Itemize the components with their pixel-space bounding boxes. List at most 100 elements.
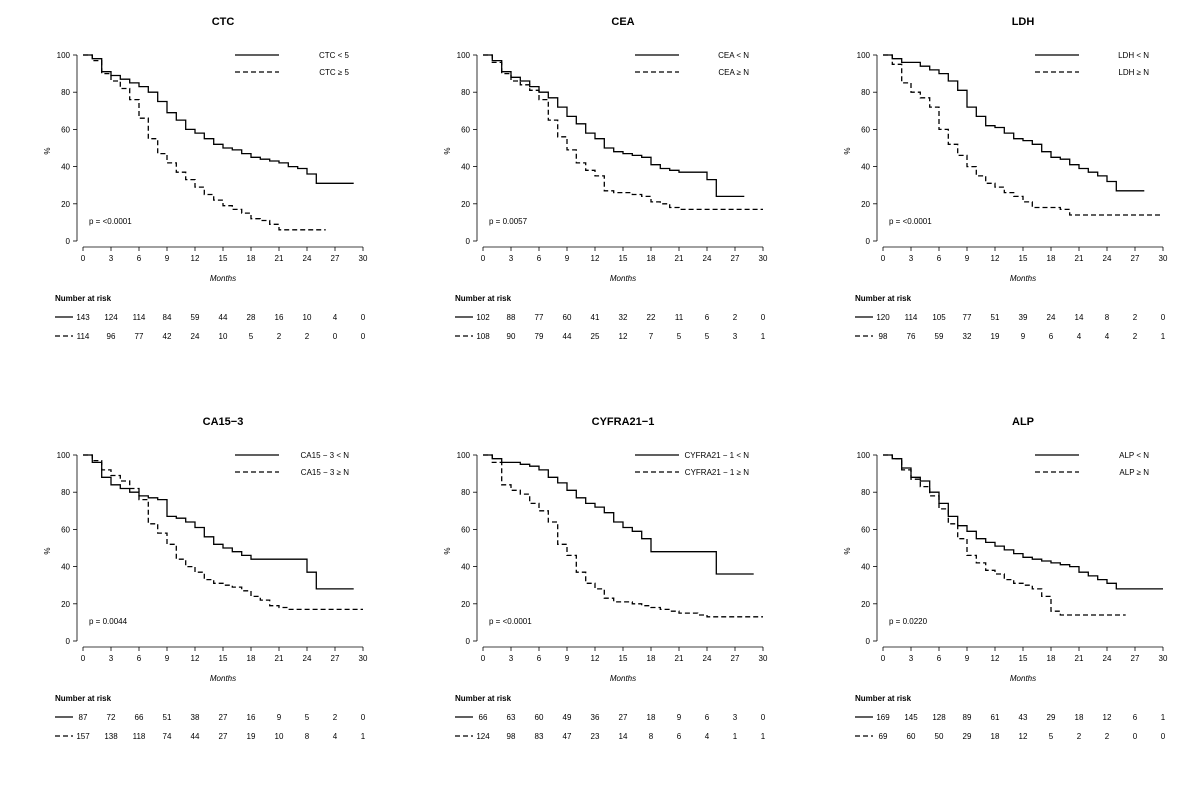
risk-count: 6 [1049, 332, 1054, 341]
risk-count: 98 [879, 332, 888, 341]
risk-count: 0 [361, 332, 366, 341]
risk-count: 96 [107, 332, 116, 341]
x-tick-label: 18 [247, 654, 256, 663]
x-tick-label: 3 [909, 254, 914, 263]
risk-count: 90 [507, 332, 516, 341]
x-tick-label: 6 [137, 654, 142, 663]
risk-count: 5 [305, 713, 310, 722]
risk-count: 4 [1105, 332, 1110, 341]
y-tick-label: 0 [466, 237, 471, 246]
legend-entry: CTC ≥ 5 [319, 68, 349, 77]
y-tick-label: 100 [457, 51, 471, 60]
p-value-annotation: p = <0.0001 [889, 217, 932, 226]
risk-count: 47 [563, 732, 572, 741]
x-tick-label: 12 [991, 254, 1000, 263]
risk-count: 59 [191, 313, 200, 322]
x-tick-label: 30 [759, 254, 768, 263]
x-tick-label: 9 [165, 654, 170, 663]
x-tick-label: 18 [647, 654, 656, 663]
risk-count: 7 [649, 332, 654, 341]
p-value-annotation: p = 0.0220 [889, 617, 928, 626]
risk-count: 59 [935, 332, 944, 341]
risk-count: 66 [479, 713, 488, 722]
x-tick-label: 24 [303, 254, 312, 263]
x-tick-label: 12 [991, 654, 1000, 663]
y-tick-label: 20 [461, 200, 470, 209]
risk-count: 4 [705, 732, 710, 741]
risk-count: 44 [191, 732, 200, 741]
x-tick-label: 3 [109, 254, 114, 263]
km-curve-high [483, 54, 763, 211]
x-axis-label: Months [610, 674, 636, 683]
risk-count: 79 [535, 332, 544, 341]
risk-count: 0 [1133, 732, 1138, 741]
legend-entry: CYFRA21 − 1 < N [685, 451, 750, 460]
risk-count: 4 [1077, 332, 1082, 341]
y-tick-label: 0 [866, 237, 871, 246]
risk-count: 1 [1161, 713, 1166, 722]
risk-count: 1 [761, 332, 766, 341]
legend-entry: CEA ≥ N [718, 68, 749, 77]
risk-count: 118 [133, 732, 146, 741]
x-tick-label: 6 [937, 254, 942, 263]
risk-count: 18 [991, 732, 1000, 741]
x-tick-label: 0 [881, 254, 886, 263]
risk-count: 5 [677, 332, 682, 341]
x-tick-label: 21 [275, 254, 284, 263]
risk-count: 10 [303, 313, 312, 322]
chart-title: LDH [1012, 16, 1035, 28]
legend-entry: CEA < N [718, 51, 749, 60]
risk-count: 41 [591, 313, 600, 322]
risk-count: 4 [333, 313, 338, 322]
risk-count: 0 [361, 313, 366, 322]
x-tick-label: 0 [481, 254, 486, 263]
x-tick-label: 9 [565, 254, 570, 263]
x-tick-label: 15 [219, 654, 228, 663]
x-tick-label: 18 [1047, 254, 1056, 263]
risk-count: 44 [563, 332, 572, 341]
risk-count: 8 [305, 732, 310, 741]
y-tick-label: 60 [61, 125, 70, 134]
chart-title: CYFRA21−1 [592, 416, 655, 428]
x-tick-label: 18 [247, 254, 256, 263]
x-tick-label: 12 [191, 254, 200, 263]
risk-count: 2 [733, 313, 738, 322]
x-tick-label: 12 [191, 654, 200, 663]
risk-count: 27 [619, 713, 628, 722]
risk-count: 44 [219, 313, 228, 322]
risk-count: 128 [932, 713, 946, 722]
risk-count: 3 [733, 713, 738, 722]
risk-count: 23 [591, 732, 600, 741]
risk-count: 138 [104, 732, 118, 741]
risk-count: 19 [991, 332, 1000, 341]
risk-count: 18 [1075, 713, 1084, 722]
x-tick-label: 30 [759, 654, 768, 663]
y-tick-label: 60 [61, 525, 70, 534]
x-tick-label: 30 [1159, 254, 1168, 263]
x-tick-label: 0 [81, 654, 86, 663]
y-tick-label: 100 [57, 51, 71, 60]
risk-count: 2 [1133, 313, 1138, 322]
risk-count: 14 [1075, 313, 1084, 322]
risk-count: 32 [963, 332, 972, 341]
legend-entry: ALP ≥ N [1119, 468, 1149, 477]
legend-entry: CTC < 5 [319, 51, 350, 60]
x-tick-label: 3 [109, 654, 114, 663]
y-tick-label: 100 [857, 51, 871, 60]
y-axis-label: % [443, 147, 452, 154]
x-axis-label: Months [1010, 274, 1036, 283]
p-value-annotation: p = 0.0057 [489, 217, 528, 226]
x-tick-label: 12 [591, 254, 600, 263]
risk-count: 169 [876, 713, 890, 722]
x-tick-label: 30 [359, 254, 368, 263]
risk-count: 83 [535, 732, 544, 741]
x-tick-label: 3 [909, 654, 914, 663]
risk-count: 50 [935, 732, 944, 741]
risk-count: 76 [907, 332, 916, 341]
x-tick-label: 27 [331, 254, 340, 263]
y-axis-label: % [443, 547, 452, 554]
y-tick-label: 40 [61, 163, 70, 172]
